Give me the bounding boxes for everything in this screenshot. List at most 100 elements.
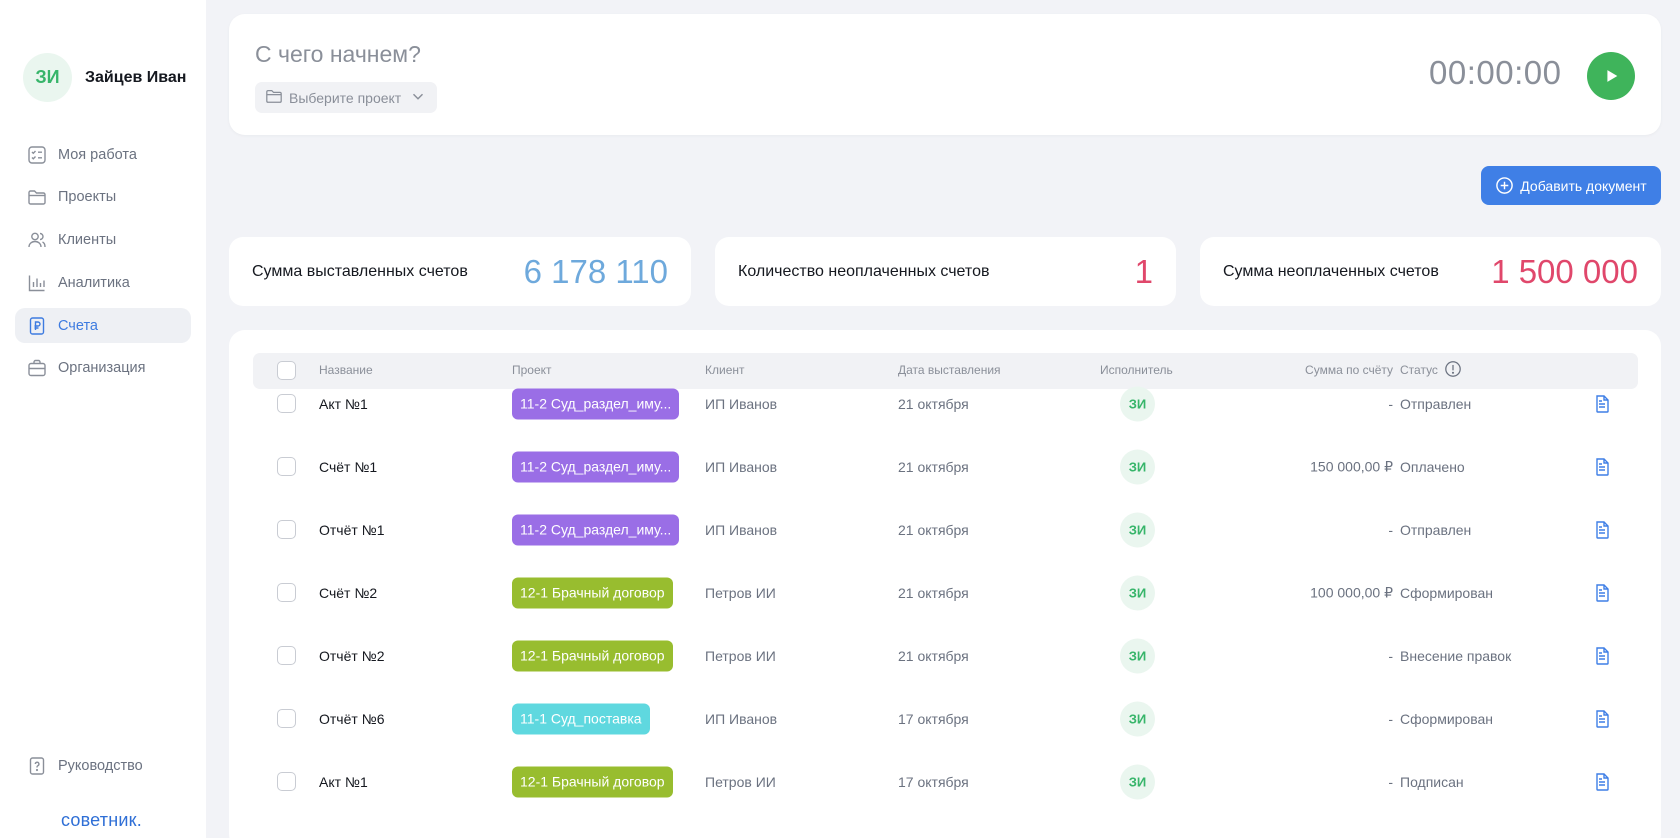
client-name: ИП Иванов <box>705 521 778 538</box>
document-name[interactable]: Отчёт №1 <box>319 521 385 538</box>
document-name[interactable]: Счёт №1 <box>319 458 378 475</box>
column-status-label: Статус <box>1400 363 1438 377</box>
invoice-sum: - <box>1388 521 1393 538</box>
users-icon <box>27 230 47 250</box>
sidebar-item-invoices[interactable]: Счета <box>15 308 191 344</box>
add-document-label: Добавить документ <box>1520 177 1647 194</box>
project-select-label: Выберите проект <box>289 89 402 106</box>
client-name: ИП Иванов <box>705 395 778 412</box>
stat-label: Количество неоплаченных счетов <box>738 262 990 280</box>
user-profile[interactable]: ЗИ Зайцев Иван <box>23 53 186 102</box>
document-name[interactable]: Акт №1 <box>319 395 368 412</box>
sidebar-nav: Моя работа Проекты Клиенты Аналитика Сче… <box>15 137 191 394</box>
sidebar-item-clients[interactable]: Клиенты <box>15 223 191 258</box>
row-checkbox[interactable] <box>277 583 296 602</box>
issue-date: 21 октября <box>898 647 969 664</box>
task-prompt-input[interactable]: С чего начнем? <box>255 41 421 67</box>
project-tag[interactable]: 11-2 Суд_раздел_иму... <box>512 388 680 419</box>
issue-date: 21 октября <box>898 395 969 412</box>
column-name[interactable]: Название <box>319 363 373 377</box>
issue-date: 17 октября <box>898 710 969 727</box>
play-button[interactable] <box>1587 52 1635 100</box>
sidebar-item-my-work[interactable]: Моя работа <box>15 137 191 172</box>
document-name[interactable]: Отчёт №6 <box>319 710 385 727</box>
client-name: Петров ИИ <box>705 773 776 790</box>
row-checkbox[interactable] <box>277 772 296 791</box>
project-select[interactable]: Выберите проект <box>255 82 438 113</box>
row-checkbox[interactable] <box>277 520 296 539</box>
document-icon[interactable] <box>1592 583 1612 603</box>
table-row[interactable]: Акт №1 11-2 Суд_раздел_иму... ИП Иванов 21 … <box>253 372 1638 435</box>
play-icon <box>1607 70 1618 82</box>
project-tag[interactable]: 12-1 Брачный договор <box>512 577 673 608</box>
client-name: ИП Иванов <box>705 710 778 727</box>
info-icon[interactable] <box>1444 360 1462 378</box>
invoice-sum: - <box>1388 647 1393 664</box>
stat-label: Сумма выставленных счетов <box>252 262 468 280</box>
help-link[interactable]: Руководство <box>27 756 143 776</box>
invoice-sum: - <box>1388 773 1393 790</box>
column-sum[interactable]: Сумма по счёту <box>1305 363 1393 377</box>
invoice-sum: 100 000,00 ₽ <box>1310 584 1393 600</box>
brand-logo: советник. <box>61 810 142 830</box>
status-label: Сформирован <box>1400 710 1494 727</box>
time-tracker: С чего начнем? Выберите проект 00:00:00 <box>229 14 1661 135</box>
column-status[interactable]: Статус <box>1400 360 1462 378</box>
sidebar: ЗИ Зайцев Иван Моя работа Проекты Клиент… <box>0 0 206 838</box>
executor-avatar: ЗИ <box>1120 575 1155 610</box>
column-executor[interactable]: Исполнитель <box>1100 363 1173 377</box>
executor-avatar: ЗИ <box>1120 449 1155 484</box>
table-row[interactable]: Отчёт №1 11-2 Суд_раздел_иму... ИП Иванов 2… <box>253 498 1638 561</box>
issue-date: 21 октября <box>898 521 969 538</box>
document-icon[interactable] <box>1592 457 1612 477</box>
table-row[interactable]: Отчёт №6 11-1 Суд_поставка ИП Иванов 17 окт… <box>253 687 1638 750</box>
sidebar-item-organization[interactable]: Организация <box>15 351 191 386</box>
help-doc-icon <box>27 756 47 776</box>
sidebar-item-label: Организация <box>58 360 146 377</box>
client-name: Петров ИИ <box>705 647 776 664</box>
document-name[interactable]: Счёт №2 <box>319 584 378 601</box>
chevron-down-icon <box>409 87 427 108</box>
chart-icon <box>27 273 47 293</box>
column-project[interactable]: Проект <box>512 363 552 377</box>
stat-unpaid-sum: Сумма неоплаченных счетов 1 500 000 <box>1200 237 1661 306</box>
document-icon[interactable] <box>1592 646 1612 666</box>
row-checkbox[interactable] <box>277 394 296 413</box>
document-icon[interactable] <box>1592 709 1612 729</box>
sidebar-item-projects[interactable]: Проекты <box>15 180 191 215</box>
sidebar-item-analytics[interactable]: Аналитика <box>15 265 191 300</box>
briefcase-icon <box>27 358 47 378</box>
document-icon[interactable] <box>1592 520 1612 540</box>
table-row[interactable]: Акт №1 12-1 Брачный договор Петров ИИ 17 ок… <box>253 750 1638 813</box>
client-name: Петров ИИ <box>705 584 776 601</box>
project-tag[interactable]: 11-2 Суд_раздел_иму... <box>512 451 680 482</box>
document-icon[interactable] <box>1592 772 1612 792</box>
project-tag[interactable]: 12-1 Брачный договор <box>512 766 673 797</box>
table-row[interactable]: Счёт №1 11-2 Суд_раздел_иму... ИП Иванов 21… <box>253 435 1638 498</box>
document-name[interactable]: Отчёт №2 <box>319 647 385 664</box>
sidebar-item-label: Моя работа <box>58 146 137 163</box>
add-document-button[interactable]: Добавить документ <box>1481 166 1661 205</box>
document-icon[interactable] <box>1592 394 1612 414</box>
row-checkbox[interactable] <box>277 709 296 728</box>
select-all-checkbox[interactable] <box>277 361 296 380</box>
avatar: ЗИ <box>23 53 72 102</box>
issue-date: 21 октября <box>898 458 969 475</box>
project-tag[interactable]: 11-2 Суд_раздел_иму... <box>512 514 680 545</box>
client-name: ИП Иванов <box>705 458 778 475</box>
table-row[interactable]: Отчёт №2 12-1 Брачный договор Петров ИИ 21 … <box>253 624 1638 687</box>
help-label: Руководство <box>58 758 143 774</box>
stat-value: 1 <box>1134 252 1153 290</box>
column-date[interactable]: Дата выставления <box>898 363 1001 377</box>
row-checkbox[interactable] <box>277 457 296 476</box>
plus-circle-icon <box>1496 177 1514 194</box>
status-label: Сформирован <box>1400 584 1494 601</box>
table-row[interactable]: Счёт №2 12-1 Брачный договор Петров ИИ 21 о… <box>253 561 1638 624</box>
project-tag[interactable]: 12-1 Брачный договор <box>512 640 673 671</box>
project-tag[interactable]: 11-1 Суд_поставка <box>512 703 650 734</box>
stat-unpaid-count: Количество неоплаченных счетов 1 <box>715 237 1176 306</box>
row-checkbox[interactable] <box>277 646 296 665</box>
column-client[interactable]: Клиент <box>705 363 745 377</box>
document-name[interactable]: Акт №1 <box>319 773 368 790</box>
stat-issued-sum: Сумма выставленных счетов 6 178 110 <box>229 237 691 306</box>
